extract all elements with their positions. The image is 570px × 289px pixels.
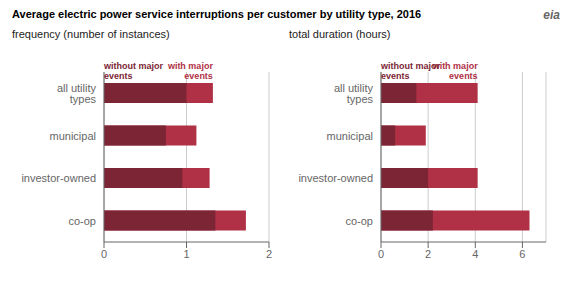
html-text:eia: eia xyxy=(543,8,560,22)
svg-text:investor-owned: investor-owned xyxy=(21,172,96,184)
svg-text:all utilitytypes: all utilitytypes xyxy=(57,82,97,105)
svg-text:all utilitytypes: all utilitytypes xyxy=(334,82,374,105)
svg-text:co-op: co-op xyxy=(68,215,96,227)
svg-text:0: 0 xyxy=(101,248,107,260)
svg-text:without majorevents: without majorevents xyxy=(380,61,440,81)
svg-text:co-op: co-op xyxy=(345,215,373,227)
svg-text:4: 4 xyxy=(472,248,478,260)
html-text:with major: with major xyxy=(432,61,478,71)
svg-text:municipal: municipal xyxy=(327,130,373,142)
svg-text:6: 6 xyxy=(519,248,525,260)
svg-text:without majorevents: without majorevents xyxy=(103,61,163,81)
svg-text:2: 2 xyxy=(425,248,431,260)
svg-text:0: 0 xyxy=(378,248,384,260)
svg-text:municipal: municipal xyxy=(50,130,96,142)
html-text:events: events xyxy=(449,71,478,81)
svg-text:investor-owned: investor-owned xyxy=(298,172,373,184)
html-text:frequency (number of instances: frequency (number of instances) xyxy=(12,28,170,40)
svg-text:2: 2 xyxy=(266,248,272,260)
html-text:total duration (hours): total duration (hours) xyxy=(289,28,391,40)
svg-text:with majorevents: with majorevents xyxy=(167,61,214,81)
svg-text:1: 1 xyxy=(183,248,189,260)
html-text:Average electric power service: Average electric power service interrupt… xyxy=(12,8,422,20)
